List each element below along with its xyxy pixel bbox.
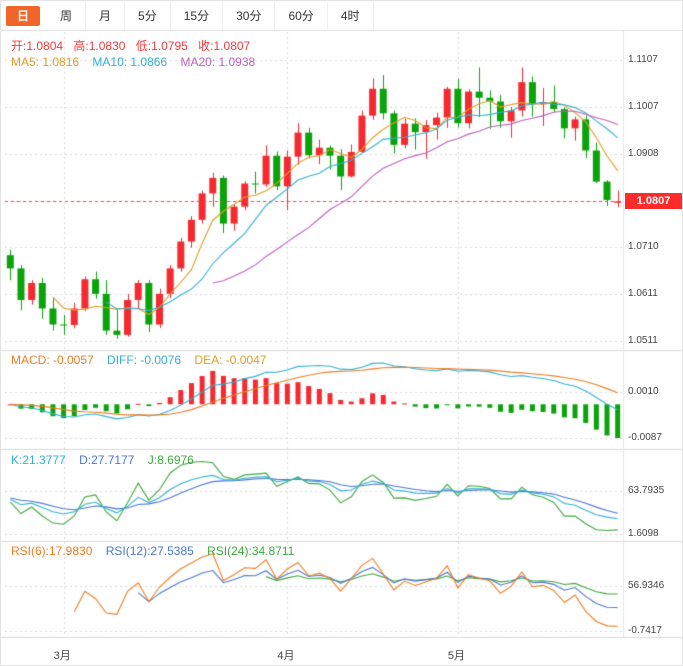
x-axis-month-label: 5月 <box>447 650 465 662</box>
kdj-legend: K:21.3777 D:27.7177 J:8.6976 <box>11 453 204 467</box>
x-axis-month-label: 3月 <box>53 650 71 662</box>
y-axis-tick: 1.1007 <box>628 101 659 113</box>
legend-diff: DIFF: -0.0076 <box>107 353 182 367</box>
tab-周[interactable]: 周 <box>47 1 87 30</box>
legend-ma10: MA10: 1.0866 <box>92 55 168 69</box>
legend-ma5: MA5: 1.0816 <box>11 55 80 69</box>
x-axis-month-label: 4月 <box>277 650 295 662</box>
legend-rsi6: RSI(6):17.9830 <box>11 544 93 558</box>
rsi-legend: RSI(6):17.9830 RSI(12):27.5385 RSI(24):3… <box>11 544 304 558</box>
legend-rsi24: RSI(24):34.8711 <box>207 544 295 558</box>
legend-ma20: MA20: 1.0938 <box>180 55 256 69</box>
legend-low: 低:1.0795 <box>135 39 188 53</box>
y-axis-tick: 0.0010 <box>628 385 659 397</box>
ohlc-legend: 开:1.0804 高:1.0830 低:1.0795 收:1.0807 <box>11 37 257 54</box>
tab-4时[interactable]: 4时 <box>328 1 374 30</box>
tab-日[interactable]: 日 <box>6 5 41 26</box>
y-axis-tick: 1.0511 <box>628 335 658 346</box>
legend-open: 开:1.0804 <box>11 39 64 53</box>
legend-close: 收:1.0807 <box>198 39 251 53</box>
legend-k: K:21.3777 <box>11 453 66 467</box>
legend-high: 高:1.0830 <box>73 39 126 53</box>
y-axis-tick: 1.0908 <box>628 147 659 159</box>
legend-j: J:8.6976 <box>147 453 194 467</box>
chart-canvas[interactable] <box>1 30 682 665</box>
tab-30分[interactable]: 30分 <box>223 1 276 30</box>
y-axis-tick: 63.7935 <box>628 484 665 496</box>
macd-legend: MACD: -0.0057 DIFF: -0.0076 DEA: -0.0047 <box>11 353 276 367</box>
legend-dea: DEA: -0.0047 <box>194 353 267 367</box>
legend-d: D:27.7177 <box>79 453 135 467</box>
tab-5分[interactable]: 5分 <box>125 1 171 30</box>
y-axis-tick: -0.7417 <box>628 625 662 637</box>
y-axis-tick: -0.0087 <box>628 432 662 444</box>
current-price-tag: 1.0807 <box>625 193 682 210</box>
tab-15分[interactable]: 15分 <box>171 1 224 30</box>
tab-月[interactable]: 月 <box>86 1 126 30</box>
timeframe-tabbar: 日周月 5分 15分 30分 60分 4时 <box>1 1 682 31</box>
y-axis-tick: 1.1107 <box>628 54 658 65</box>
y-axis-tick: 1.6098 <box>628 527 659 539</box>
y-axis-tick: 1.0611 <box>628 287 658 299</box>
legend-macd: MACD: -0.0057 <box>11 353 94 367</box>
ma-legend: MA5: 1.0816 MA10: 1.0866 MA20: 1.0938 <box>11 55 265 69</box>
y-axis-tick: 56.9346 <box>628 580 665 592</box>
tab-60分[interactable]: 60分 <box>275 1 328 30</box>
legend-rsi12: RSI(12):27.5385 <box>105 544 194 558</box>
y-axis-tick: 1.0710 <box>628 241 659 253</box>
